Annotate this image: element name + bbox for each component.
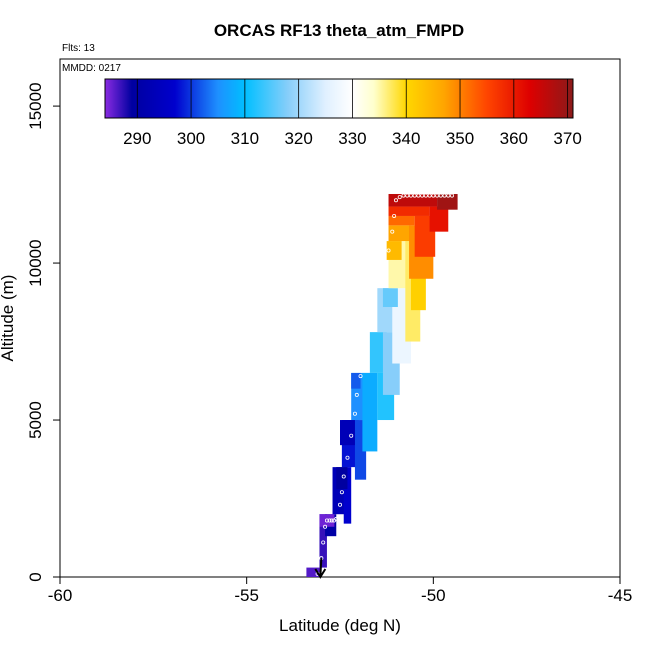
track-point <box>329 518 334 523</box>
heatmap-cell <box>306 567 322 577</box>
track-point <box>371 292 376 297</box>
heatmap-cell <box>388 206 430 216</box>
heatmap-cell <box>388 225 411 242</box>
y-tick-label: 5000 <box>26 401 45 439</box>
y-tick-label: 15000 <box>26 82 45 129</box>
x-tick-label: -60 <box>48 586 73 605</box>
arrow-shaft <box>319 558 323 578</box>
track-point <box>352 411 357 416</box>
heatmap-cell <box>429 206 449 232</box>
track-point <box>408 193 413 198</box>
y-tick-label: 10000 <box>26 239 45 286</box>
heatmap-cell <box>319 514 335 527</box>
track-point <box>334 516 339 521</box>
track-point <box>360 352 365 357</box>
track-point <box>339 490 344 495</box>
colorbar-tick-label: 360 <box>500 129 528 148</box>
track-point <box>337 502 342 507</box>
heatmap-cell <box>340 420 355 446</box>
track-point <box>377 276 382 281</box>
track-point <box>327 518 332 523</box>
plot-area <box>59 58 621 578</box>
track-point <box>323 524 328 529</box>
flights-note: Flts: 13 <box>62 43 95 54</box>
date-note: MMDD: 0217 <box>62 63 121 74</box>
track-point <box>420 193 425 198</box>
track-point <box>358 374 363 379</box>
colorbar-tick-label: 300 <box>177 129 205 148</box>
track-point <box>442 193 447 198</box>
track-point <box>446 193 451 198</box>
heatmap-cell <box>369 332 387 373</box>
track-point <box>438 193 443 198</box>
heatmap-cell <box>437 193 458 210</box>
heatmap-cell <box>362 372 378 452</box>
colorbar-tick-label: 350 <box>446 129 474 148</box>
arrow-head <box>314 568 327 579</box>
track-point <box>390 229 395 234</box>
track-point <box>405 193 410 198</box>
track-point <box>364 333 369 338</box>
colorbar-tick-label: 340 <box>392 129 420 148</box>
heatmap-cell <box>388 215 415 226</box>
track-point <box>435 193 440 198</box>
x-tick-label: -45 <box>608 586 633 605</box>
y-axis: 0 5000 10000 15000 <box>26 82 60 582</box>
heatmap-cell <box>386 241 402 260</box>
colorbar-tick-label: 370 <box>553 129 581 148</box>
x-axis-label: Latitude (deg N) <box>279 616 401 635</box>
track-point <box>324 518 329 523</box>
track-point <box>367 311 372 316</box>
colorbar-tick-label: 330 <box>338 129 366 148</box>
x-axis: -60 -55 -50 -45 <box>48 577 633 605</box>
y-axis-label: Altitude (m) <box>0 275 17 362</box>
track-point <box>392 213 397 218</box>
track-point <box>345 455 350 460</box>
track-point <box>393 198 398 203</box>
track-point <box>423 193 428 198</box>
heatmap-cell <box>351 372 361 389</box>
colorbar: 290 300 310 320 330 340 350 360 370 <box>104 78 582 148</box>
heatmap-cell <box>343 467 352 524</box>
track-point <box>412 193 417 198</box>
x-tick-label: -55 <box>234 586 259 605</box>
track-point <box>382 261 387 266</box>
colorbar-tick-label: 290 <box>123 129 151 148</box>
colorbar-tick-label: 310 <box>231 129 259 148</box>
flight-track <box>315 193 454 576</box>
heatmap-cells <box>306 193 458 577</box>
track-point <box>449 193 454 198</box>
heatmap-cell <box>354 420 367 480</box>
track-point <box>386 248 391 253</box>
heatmap-cell <box>336 467 348 490</box>
y-tick-label: 0 <box>26 572 45 581</box>
x-tick-label: -50 <box>421 586 446 605</box>
track-point <box>321 540 326 545</box>
track-point <box>431 193 436 198</box>
track-point <box>401 193 406 198</box>
direction-arrow <box>314 558 327 579</box>
track-point <box>397 195 402 200</box>
track-point <box>341 474 346 479</box>
colorbar-tick-label: 320 <box>284 129 312 148</box>
track-point <box>349 433 354 438</box>
track-point <box>416 193 421 198</box>
chart-title: ORCAS RF13 theta_atm_FMPD <box>214 21 464 40</box>
track-point <box>427 193 432 198</box>
heatmap-cell <box>382 288 398 308</box>
track-point <box>354 392 359 397</box>
colorbar-gradient <box>104 78 574 119</box>
